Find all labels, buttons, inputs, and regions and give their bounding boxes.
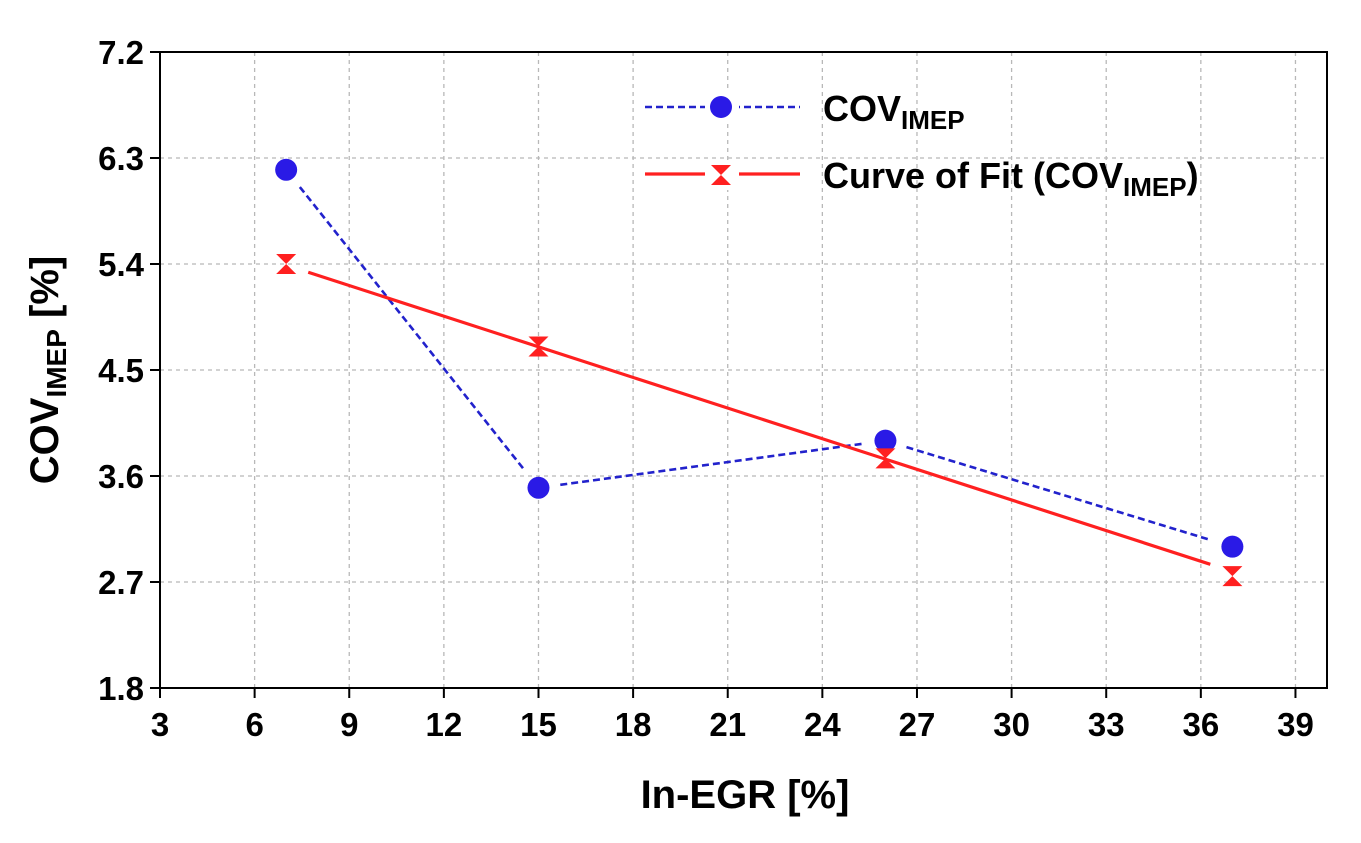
x-axis-label: In-EGR [%] [641,773,850,817]
series-cov-imep-line-segment [298,186,526,472]
x-tick-label: 9 [340,706,358,743]
legend: COVIMEP Curve of Fit (COVIMEP) [645,88,1199,202]
plot-area [159,51,1328,689]
x-tick-label: 21 [709,706,746,743]
x-tick-label: 18 [615,706,652,743]
y-tick-label: 1.8 [98,670,144,707]
curve-of-fit-point [1222,566,1243,587]
series-cov-imep-line-segment [560,442,864,487]
x-tick-label: 15 [520,706,557,743]
curve-of-fit-point [528,336,549,357]
cov-imep-point [275,158,298,181]
legend-label-cov-imep: COVIMEP [823,88,965,135]
curve-of-fit-point [875,448,896,469]
y-tick-label: 4.5 [98,352,144,389]
cov-imep-point [1221,535,1244,558]
legend-marker-cov-imep [710,96,732,118]
fit-line [307,270,1211,566]
y-tick-label: 3.6 [98,458,144,495]
legend-marker-curve-of-fit [711,165,731,185]
x-tick-label: 24 [804,706,841,743]
x-tick-label: 39 [1277,706,1314,743]
y-tick-label: 6.3 [98,140,144,177]
curve-of-fit-point [276,254,297,274]
x-tick-label: 30 [993,706,1030,743]
x-tick-label: 33 [1088,706,1125,743]
x-tick-label: 36 [1182,706,1219,743]
y-axis-label: COVIMEP [%] [23,256,72,484]
axis-ticks: 3 6 9 12 15 18 21 24 27 30 33 36 391.82.73.64.55.46.… [98,34,1314,743]
grid-lines [160,52,1327,688]
x-tick-label: 6 [245,706,263,743]
y-tick-label: 5.4 [98,246,145,283]
series-cov-imep [275,158,1244,558]
series-cov-imep-line-segment [906,445,1212,542]
legend-label-curve-of-fit: Curve of Fit (COVIMEP) [823,155,1199,202]
legend-entry-curve-of-fit: Curve of Fit (COVIMEP) [645,155,1199,202]
cov-imep-point [874,429,897,452]
series-curve-of-fit [276,254,1243,587]
x-tick-label: 27 [899,706,936,743]
cov-imep-point [527,476,550,499]
legend-entry-cov-imep: COVIMEP [645,88,965,135]
series-layer [275,158,1244,587]
y-tick-label: 2.7 [98,564,144,601]
x-tick-label: 3 [151,706,169,743]
x-tick-label: 12 [426,706,463,743]
y-tick-label: 7.2 [98,34,144,71]
